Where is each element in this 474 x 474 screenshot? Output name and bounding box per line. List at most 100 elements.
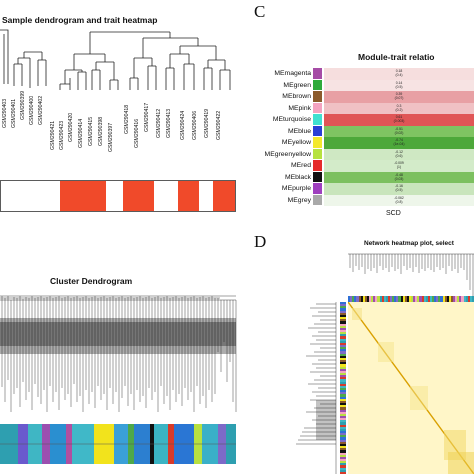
module-strip-segment (461, 296, 464, 302)
module-strip-segment (358, 296, 361, 302)
module-strip-segment (340, 409, 346, 412)
module-strip-segment (398, 296, 401, 302)
network-top-dendrogram (348, 253, 474, 296)
panel-d-letter: D (254, 232, 267, 251)
sample-label: GSM290420 (68, 112, 74, 142)
module-strip-segment (455, 296, 458, 302)
module-strip-segment (421, 296, 424, 302)
module-strip-segment (340, 446, 346, 449)
module-label: MEblack (284, 173, 311, 181)
module-strip-segment (436, 296, 439, 302)
module-trait-cell: -0.48 (0.03) (324, 171, 474, 183)
module-strip-segment (340, 379, 346, 382)
module-strip-segment (340, 312, 346, 316)
module-strip-segment (340, 385, 346, 389)
module-strip-segment (340, 342, 346, 346)
module-strip-segment (340, 325, 346, 328)
module-strip-segment (463, 296, 466, 302)
module-trait-cell: -0.12 (0.6) (324, 148, 474, 160)
module-names: MEmagenta MEgreen MEbrown MEpink MEturqu… (250, 66, 311, 204)
module-strip-segment (411, 296, 414, 302)
module-color-swatch (313, 171, 322, 183)
sample-label: GSM290421 (50, 120, 56, 150)
sample-label: GSM290423 (59, 120, 65, 150)
module-strip-segment (340, 405, 346, 408)
module-strip-segment (340, 390, 346, 393)
module-strip-segment (340, 448, 346, 451)
correlation-value: 0.3 (396, 103, 402, 108)
module-trait-cell: -0.74 (1e-04) (324, 137, 474, 149)
module-strip-segment (392, 296, 395, 302)
module-strip-segment (383, 296, 386, 302)
module-strip-segment (415, 296, 418, 302)
module-strip-segment (457, 296, 460, 302)
module-color-bar (0, 424, 236, 464)
module-strip-segment (432, 296, 435, 302)
module-strip-segment (429, 296, 433, 302)
module-strip-segment (340, 370, 346, 374)
network-left-dendrogram (296, 302, 337, 474)
panel-c-title: Module-trait relatio (358, 52, 435, 62)
module-strip-segment (340, 454, 346, 457)
module-strip-segment (440, 296, 443, 302)
p-value: (1e-04) (393, 142, 405, 147)
module-strip-segment (340, 345, 346, 348)
module-strip-segment (373, 296, 376, 302)
module-strip-segment (340, 415, 346, 419)
module-strip-segment (340, 437, 346, 440)
sample-label: GSM290403 (2, 98, 8, 128)
module-color-swatch (313, 137, 322, 148)
correlation-value: -0.009 (394, 161, 404, 166)
module-strip-segment (340, 304, 346, 307)
p-value: (0.4) (395, 73, 403, 78)
sample-label: GSM290417 (144, 102, 150, 132)
module-strip-segment (408, 296, 412, 302)
sample-label: GSM290422 (216, 110, 222, 140)
correlation-value: -0.48 (395, 172, 403, 177)
sample-label: GSM290398 (98, 116, 104, 146)
sample-dendrogram (0, 29, 231, 90)
module-strip-segment (340, 332, 346, 335)
module-strip-segment (340, 403, 346, 406)
module-trait-heatmap: 0.18 (0.4) 0.14 (0.5) 0.39 (0.07) 0.3 (0.2) 0.61… (324, 68, 474, 206)
module-strip-segment (404, 296, 407, 302)
cluster-dendrogram (0, 295, 237, 412)
module-color-swatch (313, 114, 322, 125)
module-strip-segment (366, 296, 370, 302)
module-label: MEpink (288, 104, 311, 112)
module-strip-segment (350, 296, 353, 302)
module-strip-segment (394, 296, 397, 302)
module-strip-segment (340, 381, 346, 384)
sample-label: GSM290400 (29, 95, 35, 125)
p-value: (0.02) (394, 130, 404, 135)
module-strip-segment (453, 296, 456, 302)
module-strip-segment (340, 336, 346, 339)
module-strip-segment (442, 296, 445, 302)
module-strip-segment (417, 296, 420, 302)
module-label: MEpurple (281, 185, 311, 192)
trait-cell (123, 181, 154, 211)
module-strip-segment (340, 450, 346, 453)
module-strip-segment (340, 422, 346, 425)
trait-cell (178, 181, 199, 211)
module-strip-segment (340, 366, 346, 369)
sample-label: GSM290401 (11, 98, 17, 128)
module-strip-segment (340, 308, 346, 311)
module-strip-segment (402, 296, 405, 302)
module-strip-segment (450, 296, 454, 302)
module-strip-segment (340, 372, 346, 376)
module-trait-cell: -0.51 (0.02) (324, 125, 474, 137)
module-strip-segment (340, 398, 346, 402)
module-label: MEgrey (287, 196, 311, 204)
module-strip-segment (340, 431, 346, 434)
module-strip-segment (375, 296, 378, 302)
trait-cell (213, 181, 235, 211)
module-color-swatch (313, 148, 322, 160)
trait-heatmap-bar (0, 180, 236, 212)
module-strip-segment (340, 426, 346, 430)
module-strip-segment (340, 349, 346, 352)
module-strip-segment (362, 296, 365, 302)
p-value: (0.03) (394, 176, 404, 181)
module-strip-segment (459, 296, 462, 302)
module-strip-segment (340, 396, 346, 399)
